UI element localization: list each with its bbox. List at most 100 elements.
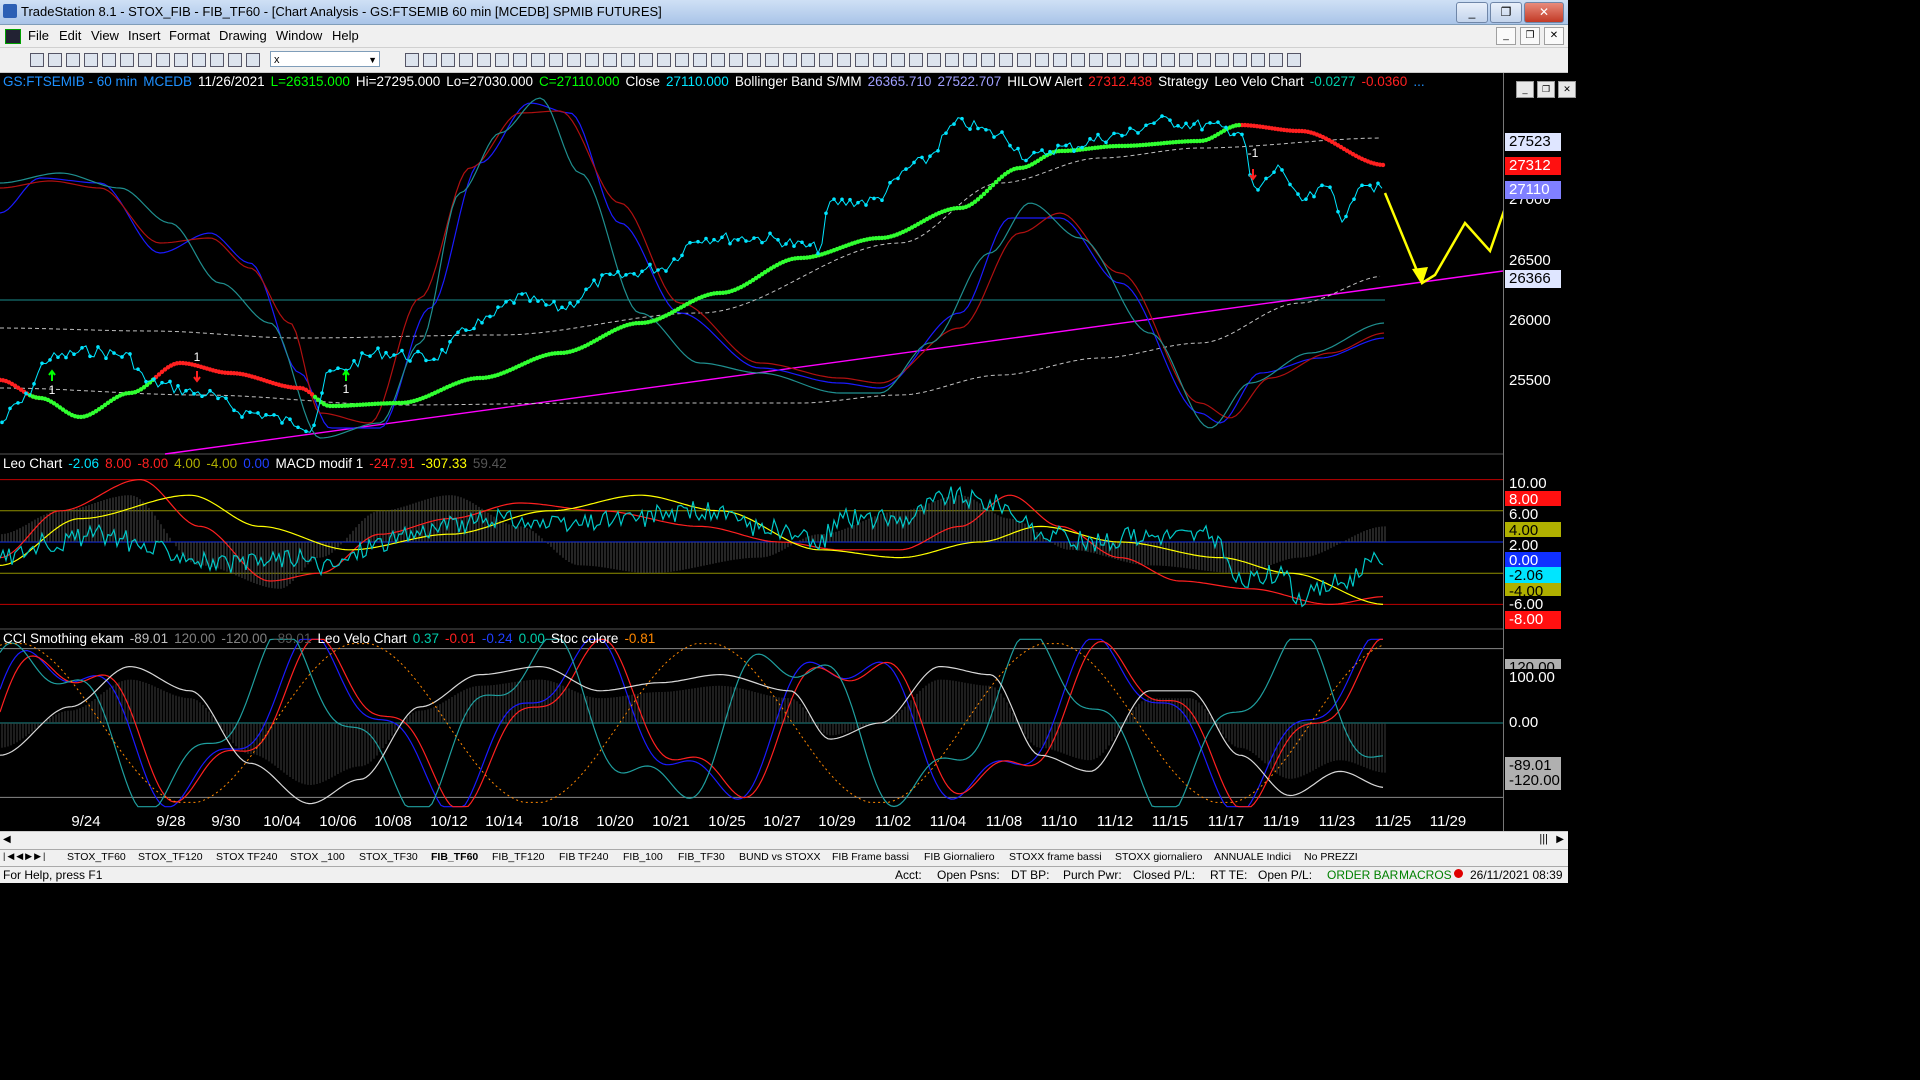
toolbar-tool-icon[interactable] xyxy=(567,53,581,67)
toolbar-tool-icon[interactable] xyxy=(1179,53,1193,67)
menu-insert[interactable]: Insert xyxy=(128,28,161,43)
mdi-minimize-button[interactable]: _ xyxy=(1496,27,1516,45)
toolbar-tool-icon[interactable] xyxy=(246,53,260,67)
toolbar-tool-icon[interactable] xyxy=(675,53,689,67)
toolbar-tool-icon[interactable] xyxy=(66,53,80,67)
menu-file[interactable]: File xyxy=(28,28,49,43)
tab-stox-tf60[interactable]: STOX_TF60 xyxy=(67,851,126,863)
mdi-close-button[interactable]: ✕ xyxy=(1544,27,1564,45)
toolbar-tool-icon[interactable] xyxy=(747,53,761,67)
toolbar-tool-icon[interactable] xyxy=(801,53,815,67)
toolbar-tool-icon[interactable] xyxy=(819,53,833,67)
toolbar-tool-icon[interactable] xyxy=(765,53,779,67)
toolbar-tool-icon[interactable] xyxy=(783,53,797,67)
toolbar-tool-icon[interactable] xyxy=(1089,53,1103,67)
toolbar-tool-icon[interactable] xyxy=(405,53,419,67)
tab-fib-tf240[interactable]: FIB TF240 xyxy=(559,851,609,863)
scroll-grip-icon[interactable]: ||| xyxy=(1539,833,1548,845)
menu-drawing[interactable]: Drawing xyxy=(219,28,267,43)
toolbar-tool-icon[interactable] xyxy=(1215,53,1229,67)
mdi-restore-button[interactable]: ❐ xyxy=(1520,27,1540,45)
toolbar-tool-icon[interactable] xyxy=(531,53,545,67)
toolbar-tool-icon[interactable] xyxy=(945,53,959,67)
toolbar-tool-icon[interactable] xyxy=(1161,53,1175,67)
toolbar-tool-icon[interactable] xyxy=(1233,53,1247,67)
toolbar-tool-icon[interactable] xyxy=(639,53,653,67)
toolbar-tool-icon[interactable] xyxy=(495,53,509,67)
tab-fib-tf120[interactable]: FIB_TF120 xyxy=(492,851,545,863)
tab-nav-icon[interactable]: |◀◀▶▶| xyxy=(3,851,48,861)
tab-no-prezzi[interactable]: No PREZZI xyxy=(1304,851,1358,863)
tab-annuale-indici[interactable]: ANNUALE Indici xyxy=(1214,851,1292,863)
menu-format[interactable]: Format xyxy=(169,28,211,43)
toolbar-tool-icon[interactable] xyxy=(603,53,617,67)
menu-window[interactable]: Window xyxy=(276,28,323,43)
toolbar-tool-icon[interactable] xyxy=(156,53,170,67)
toolbar-tool-icon[interactable] xyxy=(1017,53,1031,67)
toolbar-tool-icon[interactable] xyxy=(84,53,98,67)
scroll-right-icon[interactable]: ▶ xyxy=(1556,834,1564,845)
tab-stox-tf30[interactable]: STOX_TF30 xyxy=(359,851,418,863)
toolbar-tool-icon[interactable] xyxy=(1053,53,1067,67)
toolbar-tool-icon[interactable] xyxy=(693,53,707,67)
menu-edit[interactable]: Edit xyxy=(59,28,82,43)
toolbar-tool-icon[interactable] xyxy=(729,53,743,67)
toolbar-tool-icon[interactable] xyxy=(459,53,473,67)
close-button[interactable]: ✕ xyxy=(1524,2,1564,23)
horizontal-scrollbar[interactable]: ◀ ||| ▶ xyxy=(0,831,1568,849)
tab-fib-frame-bassi[interactable]: FIB Frame bassi xyxy=(832,851,910,863)
chart-close-button[interactable]: ✕ xyxy=(1558,81,1576,98)
tab-fib-100[interactable]: FIB_100 xyxy=(623,851,663,863)
tab-stox-100[interactable]: STOX _100 xyxy=(290,851,345,863)
toolbar-tool-icon[interactable] xyxy=(102,53,116,67)
toolbar-tool-icon[interactable] xyxy=(1107,53,1121,67)
menu-view[interactable]: View xyxy=(91,28,119,43)
tab-stoxx-giornaliero[interactable]: STOXX giornaliero xyxy=(1115,851,1203,863)
order-bar-button[interactable]: ORDER BAR xyxy=(1327,868,1399,882)
chart-doc-icon[interactable] xyxy=(5,29,21,44)
chart-area[interactable]: 1 1 1 -1 GS:FTSEMIB - 60 min MCEDB 11/26/2021… xyxy=(0,73,1576,831)
toolbar-tool-icon[interactable] xyxy=(477,53,491,67)
toolbar-tool-icon[interactable] xyxy=(963,53,977,67)
toolbar-tool-icon[interactable] xyxy=(138,53,152,67)
toolbar-tool-icon[interactable] xyxy=(891,53,905,67)
scroll-left-icon[interactable]: ◀ xyxy=(3,834,11,845)
toolbar-tool-icon[interactable] xyxy=(1143,53,1157,67)
toolbar-tool-icon[interactable] xyxy=(1125,53,1139,67)
toolbar-tool-icon[interactable] xyxy=(228,53,242,67)
toolbar-tool-icon[interactable] xyxy=(855,53,869,67)
toolbar-tool-icon[interactable] xyxy=(1251,53,1265,67)
toolbar-tool-icon[interactable] xyxy=(120,53,134,67)
toolbar-tool-icon[interactable] xyxy=(1197,53,1211,67)
toolbar-tool-icon[interactable] xyxy=(1071,53,1085,67)
toolbar-tool-icon[interactable] xyxy=(1035,53,1049,67)
tab-fib-giornaliero[interactable]: FIB Giornaliero xyxy=(924,851,995,863)
minimize-button[interactable]: _ xyxy=(1456,2,1488,23)
tab-fib-tf60[interactable]: FIB_TF60 xyxy=(431,851,479,863)
chevron-down-icon[interactable]: ▼ xyxy=(368,55,377,65)
chart-restore-button[interactable]: ❐ xyxy=(1537,81,1555,98)
tab-fib-tf30[interactable]: FIB_TF30 xyxy=(678,851,725,863)
toolbar-tool-icon[interactable] xyxy=(999,53,1013,67)
tab-bund-vs-stoxx[interactable]: BUND vs STOXX xyxy=(739,851,821,863)
symbol-combo[interactable]: x ▼ xyxy=(270,51,380,67)
toolbar-tool-icon[interactable] xyxy=(909,53,923,67)
menu-help[interactable]: Help xyxy=(332,28,359,43)
toolbar-tool-icon[interactable] xyxy=(210,53,224,67)
toolbar-tool-icon[interactable] xyxy=(711,53,725,67)
toolbar-tool-icon[interactable] xyxy=(513,53,527,67)
toolbar-tool-icon[interactable] xyxy=(927,53,941,67)
toolbar-tool-icon[interactable] xyxy=(657,53,671,67)
tab-stoxx-frame-bassi[interactable]: STOXX frame bassi xyxy=(1009,851,1102,863)
toolbar-tool-icon[interactable] xyxy=(1287,53,1301,67)
toolbar-tool-icon[interactable] xyxy=(873,53,887,67)
chart-canvas[interactable]: 1 1 1 -1 xyxy=(0,73,1568,831)
toolbar-tool-icon[interactable] xyxy=(441,53,455,67)
toolbar-tool-icon[interactable] xyxy=(48,53,62,67)
toolbar-tool-icon[interactable] xyxy=(585,53,599,67)
toolbar-tool-icon[interactable] xyxy=(621,53,635,67)
tab-stox-tf240[interactable]: STOX TF240 xyxy=(216,851,278,863)
toolbar-tool-icon[interactable] xyxy=(981,53,995,67)
toolbar-tool-icon[interactable] xyxy=(174,53,188,67)
toolbar-tool-icon[interactable] xyxy=(423,53,437,67)
